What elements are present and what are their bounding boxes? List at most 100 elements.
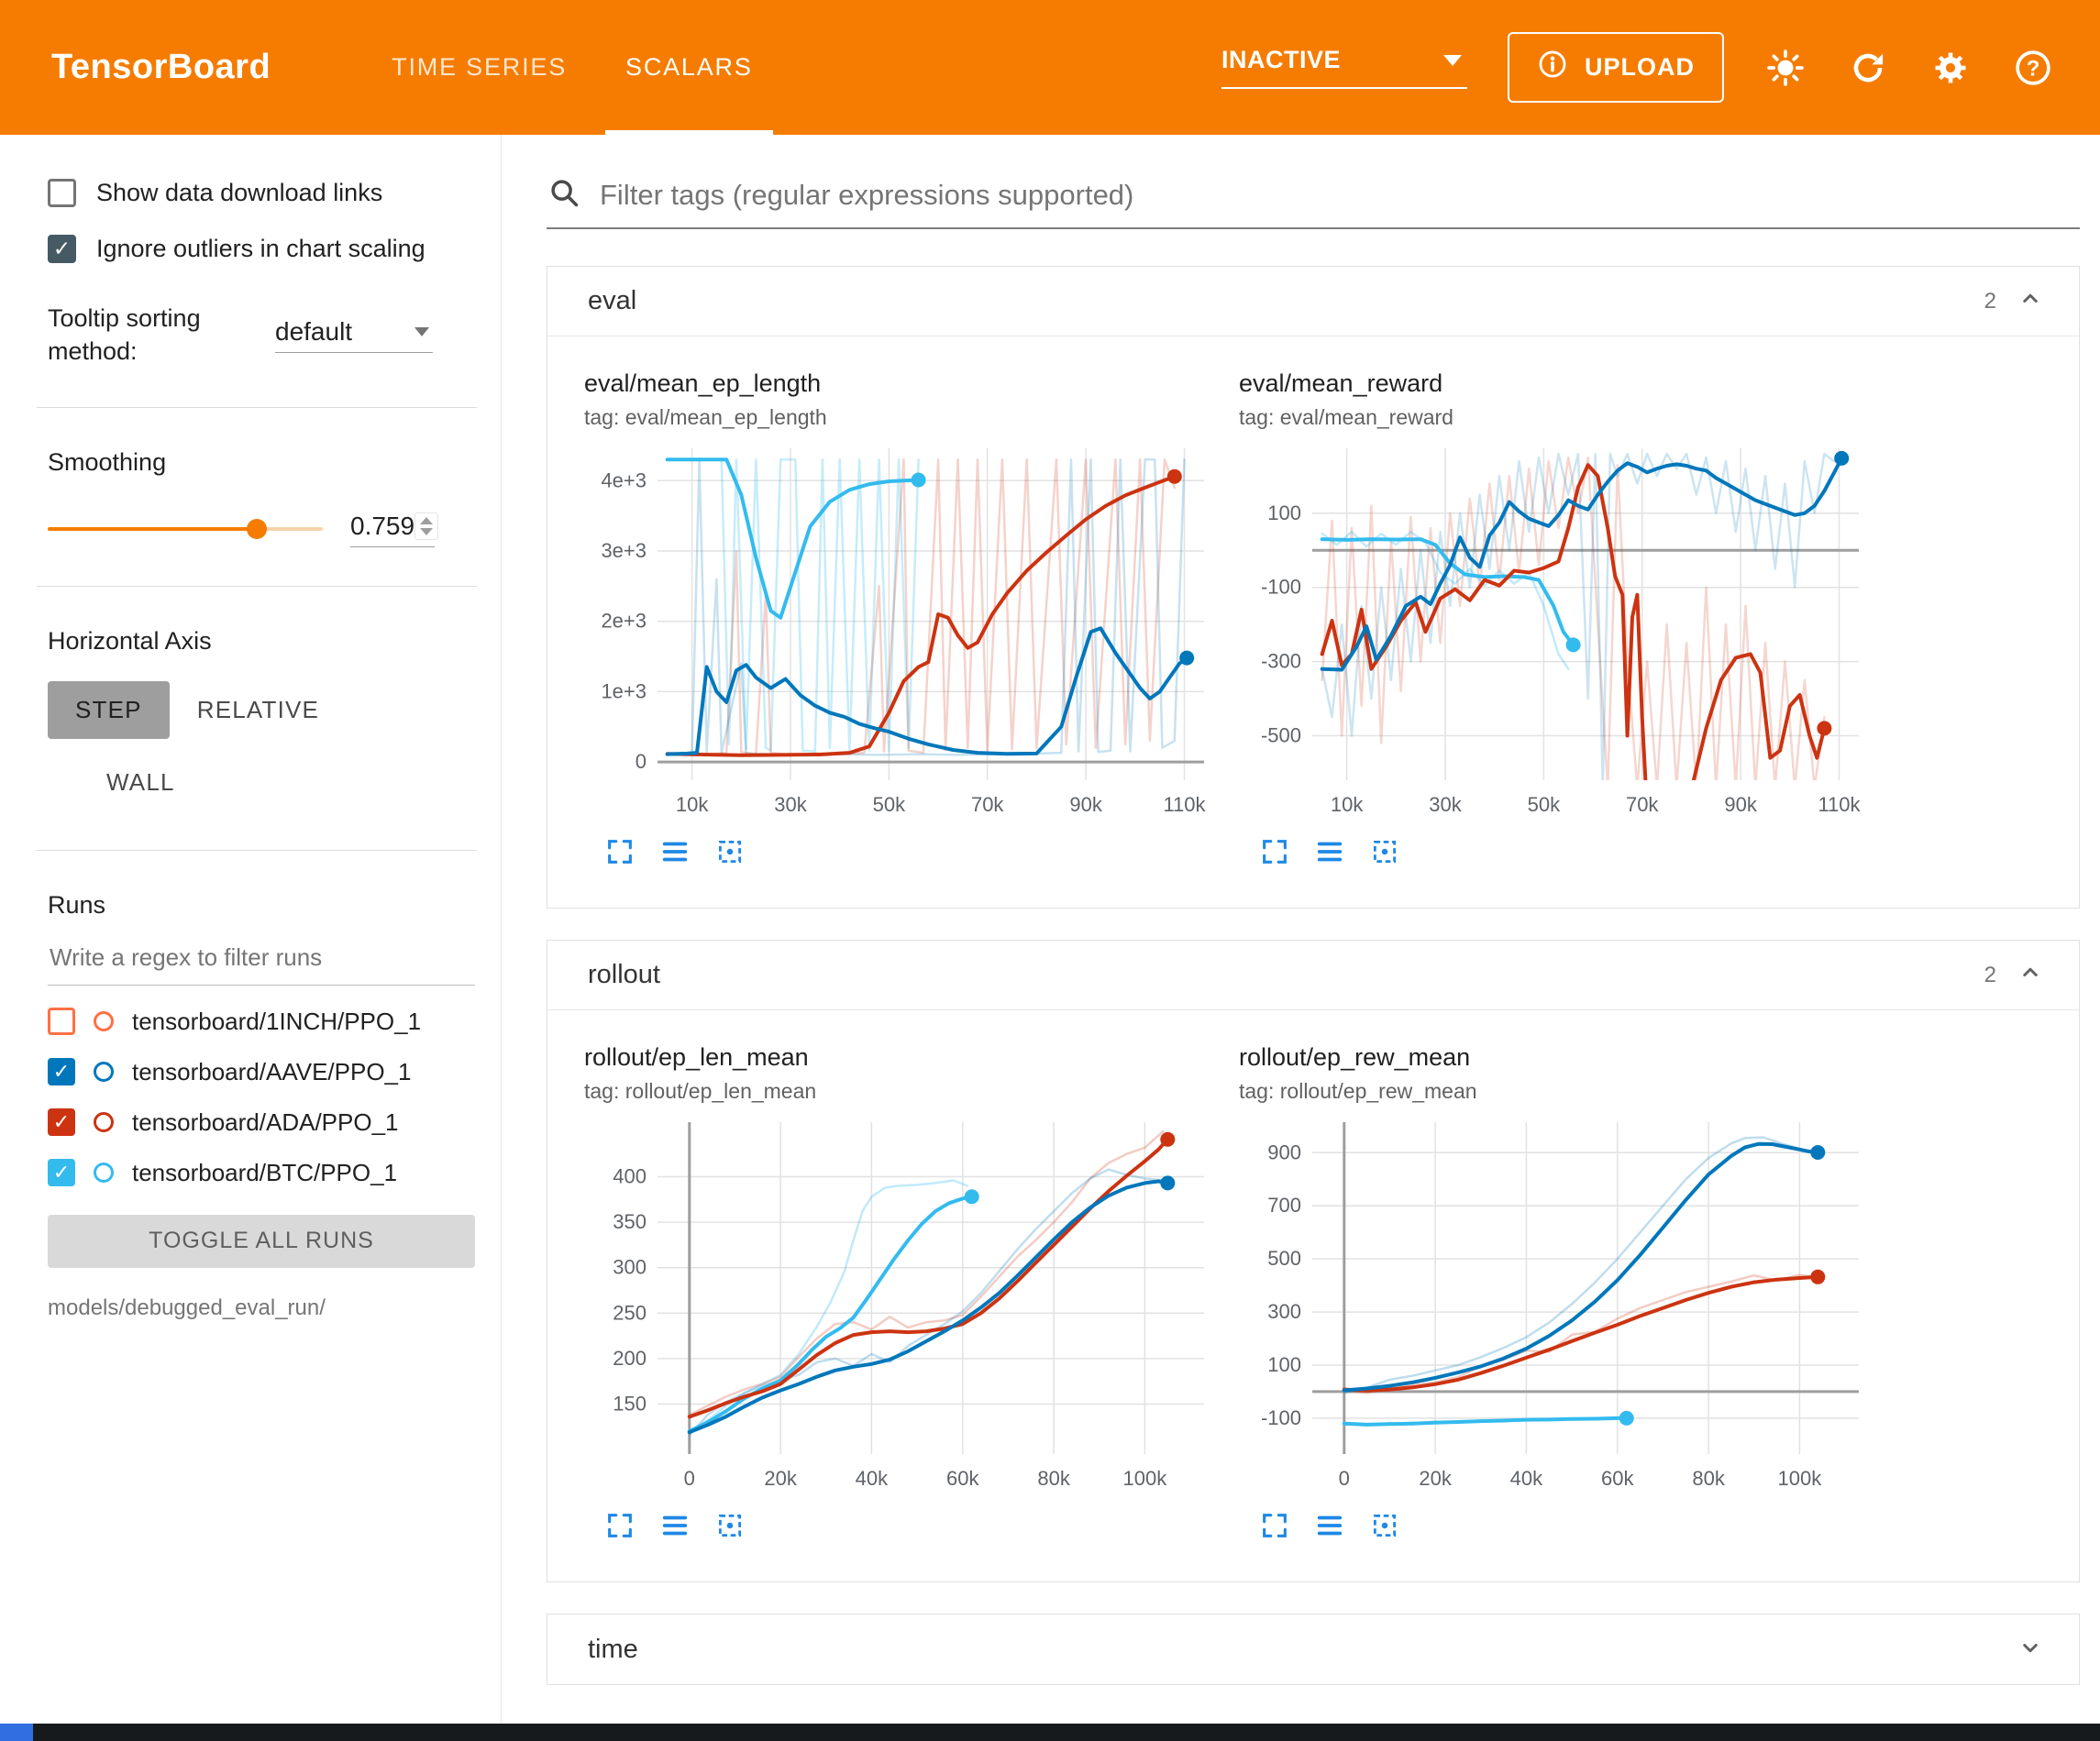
chart-plot[interactable]: -500 -300 -100 100 10k 30k 50k 70k 90k 110k — [1239, 435, 1873, 830]
checkbox-label: Ignore outliers in chart scaling — [96, 235, 426, 262]
section-header-eval[interactable]: eval 2 — [547, 267, 2079, 336]
slider-fill — [48, 527, 257, 532]
svg-text:-300: -300 — [1261, 650, 1301, 673]
svg-text:10k: 10k — [1331, 793, 1364, 816]
run-color-circle[interactable] — [94, 1062, 114, 1083]
chart-plot[interactable]: -100 100 300 500 700 900 0 20k 40k 60k 80k 100k — [1239, 1109, 1873, 1504]
tag-filter-input[interactable] — [598, 177, 2080, 213]
divider — [37, 406, 477, 408]
run-checkbox[interactable]: ✓ — [48, 1058, 75, 1086]
svg-text:?: ? — [2027, 56, 2040, 81]
section-title: time — [588, 1634, 638, 1664]
upload-icon — [1537, 49, 1568, 86]
svg-text:2e+3: 2e+3 — [601, 610, 647, 633]
axis-option-wall[interactable]: WALL — [106, 767, 175, 796]
checkbox[interactable] — [48, 179, 76, 207]
chart-plot[interactable]: 150 200 250 300 350 400 0 20k 40k 60k 80k 100k — [584, 1109, 1219, 1504]
run-color-circle[interactable] — [94, 1163, 114, 1184]
chart-title: rollout/ep_len_mean — [584, 1043, 809, 1071]
run-checkbox[interactable]: ✓ — [48, 1108, 75, 1137]
app-title: TensorBoard — [51, 48, 271, 86]
section-header-time[interactable]: time — [547, 1614, 2079, 1684]
expand-chart-icon[interactable] — [1259, 1510, 1290, 1541]
section-card-time: time — [547, 1614, 2080, 1685]
chevron-up-icon[interactable] — [2017, 285, 2044, 317]
tab-time-series[interactable]: TIME SERIES — [392, 53, 568, 81]
checkbox-label: Show data download links — [96, 179, 383, 206]
toggle-all-runs-button[interactable]: TOGGLE ALL RUNS — [48, 1214, 475, 1268]
chevron-up-icon[interactable] — [2017, 959, 2044, 991]
refresh-icon[interactable] — [1847, 47, 1889, 89]
checkbox[interactable]: ✓ — [48, 235, 76, 263]
data-table-icon[interactable] — [659, 1510, 691, 1541]
settings-icon[interactable] — [1929, 47, 1972, 89]
svg-text:90k: 90k — [1069, 793, 1102, 816]
svg-text:70k: 70k — [971, 793, 1004, 816]
expand-chart-icon[interactable] — [1259, 836, 1290, 867]
chart-card: rollout/ep_len_mean tag: rollout/ep_len_m… — [584, 1043, 1219, 1541]
tab-scalars[interactable]: SCALARS — [596, 0, 782, 135]
run-item[interactable]: tensorboard/1INCH/PPO_1 — [48, 1008, 477, 1036]
tag-filter-bar — [547, 175, 2080, 229]
chart-plot[interactable]: 0 1e+3 2e+3 3e+3 4e+3 10k 30k 50k 70k 90k 110k — [584, 435, 1219, 830]
svg-text:40k: 40k — [856, 1467, 889, 1490]
smoothing-slider[interactable] — [48, 519, 323, 540]
smoothing-value-field[interactable]: 0.759 — [350, 511, 439, 547]
chart-tag: tag: eval/mean_ep_length — [584, 405, 827, 429]
brightness-icon[interactable] — [1764, 47, 1807, 89]
horizontal-axis-buttons: STEP RELATIVE WALL — [48, 680, 433, 811]
svg-text:10k: 10k — [676, 793, 709, 816]
run-label: tensorboard/BTC/PPO_1 — [132, 1158, 398, 1186]
data-table-icon[interactable] — [659, 836, 691, 867]
run-color-circle[interactable] — [94, 1112, 114, 1133]
smoothing-value: 0.759 — [350, 511, 415, 540]
chart-card: rollout/ep_rew_mean tag: rollout/ep_rew_m… — [1239, 1043, 1873, 1541]
section-card-rollout: rollout 2 rollout/ep_len_mean tag: rollout/… — [547, 940, 2080, 1582]
slider-thumb[interactable] — [246, 519, 267, 540]
search-icon — [547, 175, 581, 215]
status-dropdown[interactable]: INACTIVE — [1221, 46, 1467, 89]
run-list: tensorboard/1INCH/PPO_1 ✓ tensorboard/AAVE… — [48, 1008, 477, 1187]
smoothing-row: 0.759 — [48, 512, 477, 547]
svg-text:110k: 110k — [1163, 793, 1206, 816]
fit-domain-icon[interactable] — [1369, 1510, 1400, 1541]
pref-checkbox-row[interactable]: Show data download links — [48, 179, 477, 207]
section-header-rollout[interactable]: rollout 2 — [547, 941, 2079, 1010]
axis-option-relative[interactable]: RELATIVE — [196, 695, 320, 723]
runs-label: Runs — [48, 890, 106, 919]
help-icon[interactable]: ? — [2012, 47, 2054, 89]
fit-domain-icon[interactable] — [714, 1510, 746, 1541]
run-item[interactable]: ✓ tensorboard/BTC/PPO_1 — [48, 1159, 477, 1187]
svg-text:150: 150 — [613, 1393, 647, 1416]
stepper-icon[interactable] — [414, 512, 439, 540]
dropdown-caret-icon — [414, 326, 429, 336]
svg-text:100: 100 — [1267, 1353, 1301, 1376]
bottom-bar — [0, 1724, 2100, 1741]
svg-text:1e+3: 1e+3 — [601, 679, 647, 702]
svg-text:20k: 20k — [1419, 1467, 1452, 1490]
models-path: models/debugged_eval_run/ — [48, 1295, 326, 1320]
fit-domain-icon[interactable] — [1369, 836, 1400, 867]
run-item[interactable]: ✓ tensorboard/AAVE/PPO_1 — [48, 1058, 477, 1086]
svg-text:350: 350 — [613, 1210, 647, 1233]
tooltip-sorting-select[interactable]: default — [275, 311, 433, 353]
axis-option-step[interactable]: STEP — [48, 680, 170, 739]
data-table-icon[interactable] — [1314, 836, 1345, 867]
run-checkbox[interactable]: ✓ — [48, 1159, 75, 1187]
data-table-icon[interactable] — [1314, 1510, 1345, 1541]
run-color-circle[interactable] — [94, 1011, 114, 1032]
tooltip-sorting-row: Tooltip sorting method: default — [48, 302, 477, 369]
chevron-down-icon[interactable] — [2017, 1634, 2044, 1666]
expand-chart-icon[interactable] — [604, 1510, 636, 1541]
expand-chart-icon[interactable] — [604, 836, 636, 867]
section-card-eval: eval 2 eval/mean_ep_length tag: eval/mean_e… — [547, 266, 2080, 909]
upload-button[interactable]: UPLOAD — [1508, 32, 1724, 103]
run-checkbox[interactable] — [48, 1008, 75, 1036]
runs-filter-input[interactable] — [48, 942, 475, 986]
divider — [37, 849, 477, 851]
svg-text:500: 500 — [1267, 1247, 1301, 1270]
fit-domain-icon[interactable] — [714, 836, 746, 867]
run-item[interactable]: ✓ tensorboard/ADA/PPO_1 — [48, 1108, 477, 1137]
pref-checkbox-row[interactable]: ✓ Ignore outliers in chart scaling — [48, 235, 477, 263]
section-count: 2 — [1984, 962, 1996, 987]
